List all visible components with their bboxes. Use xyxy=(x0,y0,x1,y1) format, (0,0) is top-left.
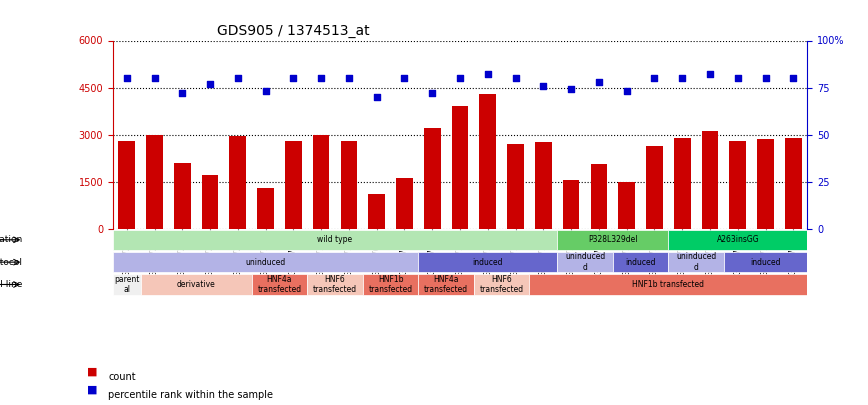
Bar xyxy=(590,164,608,229)
Bar xyxy=(701,132,719,229)
Point xyxy=(536,82,550,89)
Bar xyxy=(785,138,802,229)
Bar xyxy=(396,179,413,229)
Text: protocol: protocol xyxy=(0,258,23,266)
Bar xyxy=(257,188,274,229)
Bar xyxy=(646,145,663,229)
Text: A263insGG: A263insGG xyxy=(716,235,760,244)
Bar xyxy=(757,139,774,229)
FancyBboxPatch shape xyxy=(557,230,668,250)
Bar xyxy=(201,175,219,229)
Text: wild type: wild type xyxy=(318,235,352,244)
Text: count: count xyxy=(108,372,136,382)
Point xyxy=(620,88,634,94)
Text: induced: induced xyxy=(472,258,503,266)
Bar xyxy=(312,134,330,229)
Bar xyxy=(729,141,746,229)
FancyBboxPatch shape xyxy=(113,230,557,250)
Bar xyxy=(424,128,441,229)
Point xyxy=(398,75,411,81)
Bar xyxy=(618,181,635,229)
FancyBboxPatch shape xyxy=(668,252,724,272)
Text: HNF1b
transfected: HNF1b transfected xyxy=(369,275,412,294)
Bar xyxy=(674,138,691,229)
Point xyxy=(259,88,273,94)
Text: HNF4a
transfected: HNF4a transfected xyxy=(424,275,468,294)
Point xyxy=(120,75,134,81)
FancyBboxPatch shape xyxy=(529,275,807,294)
FancyBboxPatch shape xyxy=(724,252,807,272)
Point xyxy=(731,75,745,81)
Point xyxy=(509,75,523,81)
Point xyxy=(314,75,328,81)
Point xyxy=(675,75,689,81)
FancyBboxPatch shape xyxy=(418,252,557,272)
Text: induced: induced xyxy=(625,258,656,266)
Text: GDS905 / 1374513_at: GDS905 / 1374513_at xyxy=(217,24,370,38)
Point xyxy=(592,79,606,85)
Text: percentile rank within the sample: percentile rank within the sample xyxy=(108,390,273,400)
Text: ■: ■ xyxy=(87,385,97,395)
Text: induced: induced xyxy=(750,258,781,266)
Text: HNF6
transfected: HNF6 transfected xyxy=(313,275,357,294)
FancyBboxPatch shape xyxy=(113,252,418,272)
Point xyxy=(231,75,245,81)
FancyBboxPatch shape xyxy=(307,275,363,294)
FancyBboxPatch shape xyxy=(113,275,141,294)
Point xyxy=(786,75,800,81)
Bar xyxy=(451,107,469,229)
Point xyxy=(342,75,356,81)
Point xyxy=(481,71,495,78)
Bar xyxy=(174,163,191,229)
Text: HNF4a
transfected: HNF4a transfected xyxy=(258,275,301,294)
FancyBboxPatch shape xyxy=(252,275,307,294)
Text: parent
al: parent al xyxy=(114,275,140,294)
Bar xyxy=(368,194,385,229)
FancyBboxPatch shape xyxy=(613,252,668,272)
Bar xyxy=(479,94,496,229)
Point xyxy=(148,75,161,81)
Point xyxy=(759,75,773,81)
Point xyxy=(370,94,384,100)
FancyBboxPatch shape xyxy=(557,252,613,272)
Bar xyxy=(340,141,358,229)
Text: cell line: cell line xyxy=(0,280,23,289)
Text: P328L329del: P328L329del xyxy=(588,235,638,244)
Point xyxy=(286,75,300,81)
Bar xyxy=(507,144,524,229)
Text: HNF1b transfected: HNF1b transfected xyxy=(633,280,704,289)
Point xyxy=(703,71,717,78)
Text: uninduced
d: uninduced d xyxy=(565,252,605,272)
Text: ■: ■ xyxy=(87,367,97,377)
FancyBboxPatch shape xyxy=(668,230,807,250)
FancyBboxPatch shape xyxy=(363,275,418,294)
Bar xyxy=(146,135,163,229)
Point xyxy=(564,86,578,93)
Bar xyxy=(285,141,302,229)
FancyBboxPatch shape xyxy=(418,275,474,294)
Text: HNF6
transfected: HNF6 transfected xyxy=(480,275,523,294)
FancyBboxPatch shape xyxy=(474,275,529,294)
Point xyxy=(648,75,661,81)
Text: derivative: derivative xyxy=(177,280,215,289)
FancyBboxPatch shape xyxy=(141,275,252,294)
Text: uninduced: uninduced xyxy=(246,258,286,266)
Point xyxy=(425,90,439,96)
Point xyxy=(453,75,467,81)
Text: genotype/variation: genotype/variation xyxy=(0,235,23,244)
Point xyxy=(175,90,189,96)
Text: uninduced
d: uninduced d xyxy=(676,252,716,272)
Bar xyxy=(562,180,580,229)
Bar xyxy=(535,143,552,229)
Bar xyxy=(229,136,247,229)
Bar xyxy=(118,141,135,229)
Point xyxy=(203,81,217,87)
